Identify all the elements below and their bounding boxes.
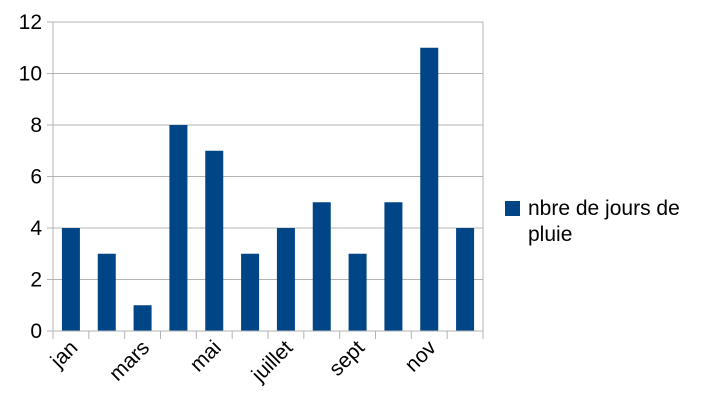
bar	[420, 47, 439, 331]
x-tick-label: mai	[186, 336, 226, 376]
y-tick-label: 12	[19, 11, 42, 34]
bar	[456, 228, 475, 331]
y-tick-label: 4	[30, 217, 42, 240]
x-tick-label: jan	[46, 336, 83, 373]
bar	[312, 202, 331, 331]
y-tick-label: 0	[30, 320, 42, 343]
x-tick-label: juillet	[247, 336, 298, 387]
bar	[61, 228, 80, 331]
legend-label: nbre de jours de pluie	[528, 197, 680, 246]
bar	[384, 202, 403, 331]
x-tick-label: nov	[401, 336, 442, 377]
x-tick-label: sept	[325, 336, 369, 380]
y-tick-label: 2	[30, 269, 42, 292]
bar	[348, 253, 367, 331]
y-tick-label: 6	[30, 166, 42, 189]
y-tick-label: 10	[19, 63, 42, 86]
bar	[241, 253, 260, 331]
bar	[97, 253, 116, 331]
legend: nbre de jours de pluie	[505, 196, 715, 248]
bar	[205, 150, 224, 331]
bar	[276, 228, 295, 331]
x-tick-label: mars	[105, 336, 154, 385]
y-tick-label: 8	[30, 114, 42, 137]
bar	[169, 125, 188, 331]
legend-swatch	[505, 201, 520, 216]
bar	[133, 305, 152, 331]
